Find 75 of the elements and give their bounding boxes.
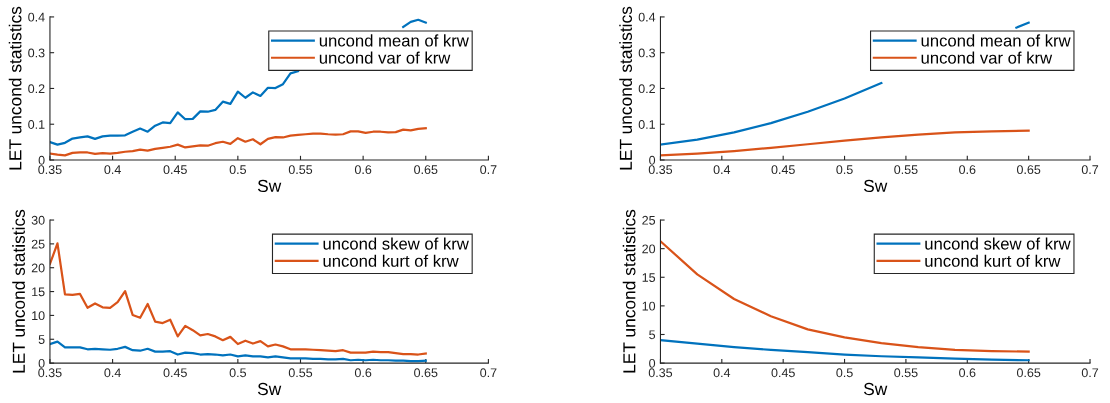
x-tick-label: 0.65	[1016, 368, 1041, 378]
y-tick-label: 25	[31, 239, 45, 249]
y-axis-title: LET uncond statistics	[12, 209, 25, 373]
x-tick-label: 0.55	[288, 165, 313, 175]
x-tick-label: 0.35	[648, 165, 673, 175]
x-tick-label: 0.45	[771, 165, 795, 175]
y-tick-label: 20	[642, 244, 656, 254]
x-tick-label: 0.4	[104, 165, 121, 175]
x-tick-label: 0.35	[38, 368, 62, 378]
y-tick-label: 20	[31, 263, 45, 273]
x-tick-label: 0.6	[354, 165, 372, 175]
x-tick-label: 0.4	[713, 368, 731, 378]
y-tick-label: 0	[38, 155, 45, 165]
x-tick-label: 0.7	[1081, 368, 1099, 378]
legend-label: uncond kurt of krw	[323, 254, 459, 267]
x-axis-title: Sw	[257, 179, 282, 193]
x-tick-label: 0.5	[836, 368, 853, 378]
y-tick-label: 15	[32, 287, 45, 297]
y-tick-label: 5	[649, 330, 656, 340]
x-axis-title: Sw	[863, 179, 888, 193]
y-tick-label: 0.3	[28, 48, 45, 58]
y-tick-label: 0.4	[28, 12, 45, 22]
legend-label: uncond mean of krw	[319, 34, 469, 47]
y-tick-label: 15	[642, 273, 656, 282]
x-tick-label: 0.5	[229, 368, 247, 378]
x-tick-label: 0.55	[288, 368, 313, 378]
x-tick-label: 0.4	[713, 165, 731, 175]
y-tick-label: 25	[642, 215, 656, 225]
legend-label: uncond var of krw	[319, 51, 451, 64]
x-tick-label: 0.35	[648, 368, 673, 378]
y-tick-label: 0	[649, 155, 656, 165]
x-tick-label: 0.4	[104, 368, 121, 378]
x-tick-label: 0.7	[480, 165, 497, 175]
y-tick-label: 0	[649, 358, 656, 368]
x-tick-label: 0.65	[414, 368, 438, 378]
x-tick-label: 0.55	[894, 368, 918, 378]
line-series	[660, 339, 1030, 362]
y-axis-title: LET uncond statistics	[619, 6, 632, 170]
x-tick-label: 0.5	[836, 165, 853, 175]
x-tick-label: 0.7	[480, 368, 497, 378]
y-tick-label: 0.2	[638, 84, 655, 94]
legend-label: uncond var of krw	[921, 51, 1053, 64]
x-tick-label: 0.45	[771, 368, 795, 378]
y-tick-label: 0.1	[28, 120, 45, 129]
legend-label: uncond skew of krw	[925, 237, 1071, 250]
y-tick-label: 5	[38, 335, 45, 344]
x-tick-label: 0.6	[354, 368, 372, 378]
y-axis-title: LET uncond statistics	[622, 209, 636, 373]
y-tick-label: 0.3	[638, 48, 656, 58]
y-tick-label: 0	[38, 358, 45, 368]
x-tick-label: 0.6	[959, 368, 976, 378]
legend-label: uncond skew of krw	[323, 237, 469, 250]
line-series	[49, 127, 427, 157]
x-tick-label: 0.5	[229, 165, 247, 175]
x-tick-label: 0.45	[163, 165, 187, 175]
y-tick-label: 30	[31, 215, 45, 225]
x-tick-label: 0.6	[959, 165, 976, 175]
x-tick-label: 0.7	[1081, 165, 1099, 175]
x-tick-label: 0.35	[38, 165, 62, 175]
x-axis-title: Sw	[257, 382, 282, 396]
x-tick-label: 0.65	[1016, 165, 1041, 175]
legend-label: uncond mean of krw	[921, 34, 1071, 47]
y-tick-label: 0.2	[28, 84, 45, 94]
y-tick-label: 10	[642, 301, 656, 311]
x-axis-title: Sw	[863, 382, 888, 396]
y-axis-title: LET uncond statistics	[8, 6, 22, 170]
y-tick-label: 0.1	[638, 120, 655, 129]
line-series	[660, 129, 1030, 157]
x-tick-label: 0.65	[414, 165, 438, 175]
legend-label: uncond kurt of krw	[925, 254, 1061, 267]
x-tick-label: 0.55	[894, 165, 918, 175]
y-tick-label: 0.4	[638, 12, 656, 22]
y-tick-label: 10	[32, 311, 45, 321]
line-series	[49, 340, 427, 363]
x-tick-label: 0.45	[163, 368, 187, 378]
